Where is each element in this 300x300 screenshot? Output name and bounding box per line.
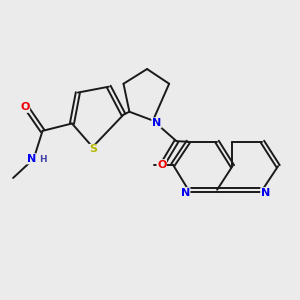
Text: O: O	[157, 160, 167, 170]
Text: N: N	[152, 118, 161, 128]
Text: H: H	[39, 155, 46, 164]
Text: S: S	[89, 144, 97, 154]
Text: N: N	[27, 154, 36, 164]
Text: N: N	[181, 188, 190, 198]
Text: N: N	[261, 188, 270, 198]
Text: O: O	[20, 102, 29, 112]
